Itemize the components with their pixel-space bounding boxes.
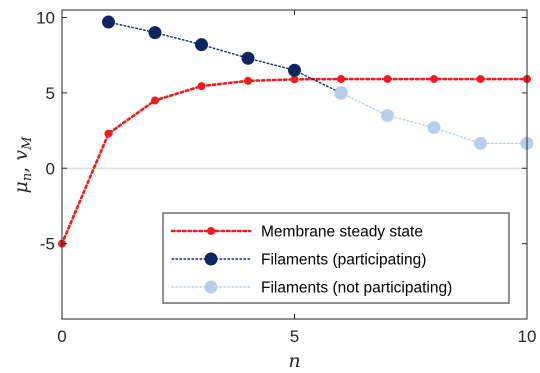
series-line-2 [107,21,342,94]
series-1-point [430,75,438,84]
series-2-point [195,38,208,52]
y-tick-label: 10 [36,9,55,28]
series-1-point [383,75,392,84]
legend: Membrane steady state Filaments (particip… [162,212,510,304]
y-axis-label: μn, vM [10,136,35,194]
series-3-point [381,109,394,123]
legend-label: Membrane steady state [261,224,423,241]
legend-box [162,212,510,304]
y-tick-label: 0 [46,159,55,178]
x-axis-label: n [288,350,300,372]
series-2-point [288,63,301,77]
series-2-point [102,15,115,29]
legend-swatch-marker [204,252,218,266]
x-tick-label: 10 [518,327,537,346]
series-1-point [197,82,206,91]
series-1-point [244,76,252,85]
series-3-point [334,86,348,100]
legend-label: Filaments (not participating) [261,280,452,297]
legend-entries: Membrane steady state Filaments (particip… [170,224,452,297]
legend-swatch-marker [207,227,215,235]
series-1-point [104,129,113,138]
y-tick-label: -5 [40,235,55,254]
series-3-point [427,121,441,135]
series-1-point [337,75,345,84]
series-3-point [474,136,487,150]
y-tick-label: 5 [46,84,55,103]
series-2-point [148,26,162,40]
x-tick-label: 0 [57,327,66,346]
series-1-point [151,96,159,105]
x-tick-label: 5 [290,327,299,346]
series-2-point [241,51,255,65]
legend-label: Filaments (participating) [261,252,426,269]
ticks-layer: 0 5 10 -5 0 5 10 [36,9,536,346]
legend-swatch-marker [204,280,218,294]
series-1-point [290,75,299,84]
series-1-point [476,75,485,84]
